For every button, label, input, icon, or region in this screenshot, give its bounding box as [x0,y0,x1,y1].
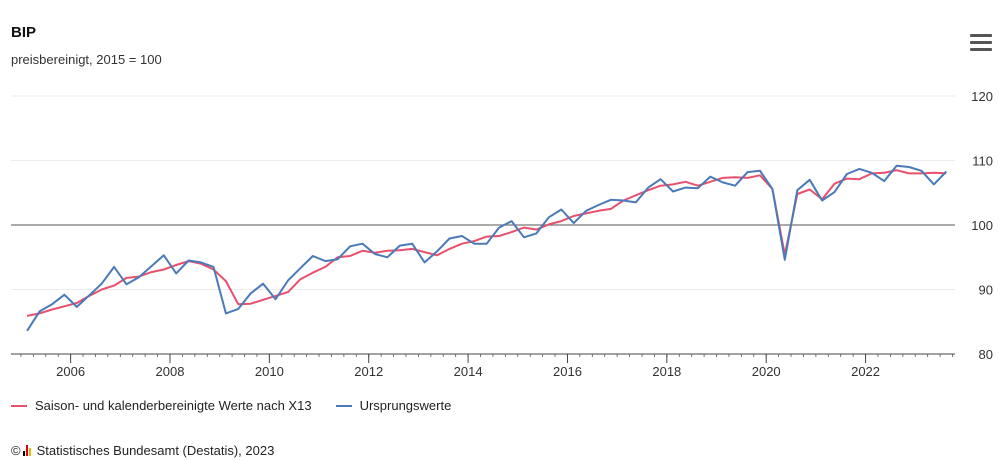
y-tick-label: 80 [979,347,993,362]
legend-swatch-blue [335,404,352,407]
x-tick-label: 2012 [354,364,383,379]
x-tick-label: 2016 [553,364,582,379]
x-tick-label: 2010 [255,364,284,379]
line-chart: 80 90 100 110 120 2006 2008 2010 2012 2014 2016 201… [11,89,993,379]
chart-title: BIP [11,24,37,41]
hamburger-menu-icon[interactable] [970,34,992,54]
y-tick-label: 100 [971,218,993,233]
y-tick-label: 90 [979,283,993,298]
x-tick-label: 2008 [156,364,185,379]
copyright-symbol: © [11,443,21,458]
x-tick-label: 2020 [752,364,781,379]
credits-text: Statistisches Bundesamt (Destatis), 2023 [36,443,275,458]
y-tick-label: 110 [972,154,993,169]
x-tick-label: 2018 [652,364,681,379]
x-tick-label: 2006 [56,364,85,379]
chart-subtitle: preisbereinigt, 2015 = 100 [11,52,162,67]
x-tick-label: 2014 [454,364,483,379]
legend-label: Saison- und kalenderbereinigte Werte nac… [35,398,312,413]
y-tick-label: 120 [971,89,993,104]
legend-swatch-red [11,404,27,407]
destatis-logo-icon [22,445,32,456]
series-line-original-values [26,164,948,332]
legend-item-original-values[interactable]: Ursprungswerte [335,398,452,413]
x-tick-label: 2022 [851,364,880,379]
legend-item-seasonally-adjusted[interactable]: Saison- und kalenderbereinigte Werte nac… [11,398,312,413]
credits: © Statistisches Bundesamt (Destatis), 20… [11,443,274,458]
legend: Saison- und kalenderbereinigte Werte nac… [11,398,475,413]
legend-label: Ursprungswerte [359,398,452,413]
